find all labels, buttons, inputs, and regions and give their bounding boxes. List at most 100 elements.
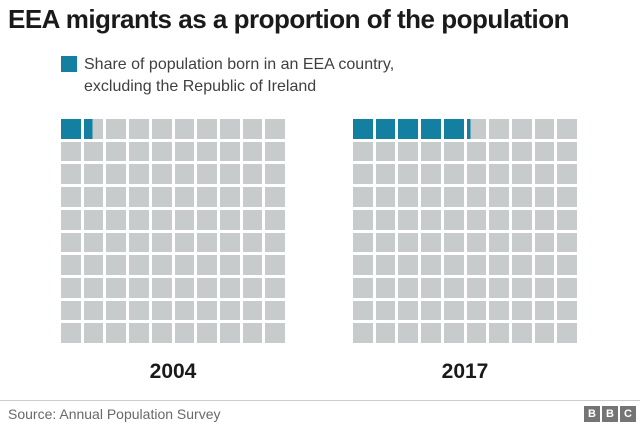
waffle-cell xyxy=(557,323,577,343)
waffle-cell xyxy=(557,255,577,275)
waffle-cell xyxy=(219,119,240,139)
waffle-chart-2017 xyxy=(353,119,577,343)
waffle-cell xyxy=(83,209,104,230)
waffle-cell xyxy=(421,187,441,207)
waffle-cell xyxy=(353,164,373,185)
waffle-cell xyxy=(106,119,127,139)
waffle-cell xyxy=(534,323,555,343)
waffle-cell xyxy=(242,141,263,162)
waffle-cell xyxy=(265,232,285,253)
waffle-cell xyxy=(534,141,555,162)
waffle-cell xyxy=(197,187,217,207)
waffle-cell xyxy=(129,187,149,207)
waffle-cell xyxy=(489,187,509,207)
waffle-cell xyxy=(265,187,285,207)
waffle-cell xyxy=(353,277,373,298)
waffle-cell xyxy=(398,300,419,321)
waffle-cell xyxy=(197,255,217,275)
waffle-cell xyxy=(197,277,217,298)
waffle-cell xyxy=(557,187,577,207)
waffle-cell xyxy=(398,187,419,207)
waffle-cell xyxy=(197,164,217,185)
waffle-cell xyxy=(151,277,172,298)
waffle-cell xyxy=(489,300,509,321)
waffle-cell xyxy=(151,300,172,321)
waffle-cell xyxy=(197,323,217,343)
waffle-cell xyxy=(398,119,419,139)
waffle-cell xyxy=(151,141,172,162)
waffle-cell xyxy=(242,323,263,343)
waffle-cell xyxy=(466,141,487,162)
waffle-cell xyxy=(106,164,127,185)
waffle-cell xyxy=(557,300,577,321)
waffle-cell xyxy=(489,141,509,162)
year-label-2017: 2017 xyxy=(441,360,489,383)
waffle-cell xyxy=(61,300,81,321)
waffle-cell xyxy=(265,119,285,139)
bbc-logo: B B C xyxy=(584,406,636,422)
waffle-cell xyxy=(61,209,81,230)
waffle-cell xyxy=(489,164,509,185)
waffle-cell xyxy=(83,141,104,162)
waffle-cell xyxy=(61,232,81,253)
waffle-cell xyxy=(83,232,104,253)
waffle-cell xyxy=(265,209,285,230)
waffle-cell xyxy=(466,323,487,343)
waffle-cell xyxy=(265,255,285,275)
waffle-cell xyxy=(557,119,577,139)
legend-swatch xyxy=(61,56,77,72)
waffle-cell xyxy=(534,277,555,298)
waffle-cell xyxy=(375,164,396,185)
waffle-cell xyxy=(534,164,555,185)
legend-label-line1: Share of population born in an EEA count… xyxy=(84,56,395,73)
waffle-cell xyxy=(242,255,263,275)
waffle-cell xyxy=(129,209,149,230)
waffle-cell xyxy=(151,232,172,253)
waffle-cell xyxy=(129,300,149,321)
waffle-cell xyxy=(466,255,487,275)
waffle-cell xyxy=(174,232,195,253)
waffle-cell xyxy=(61,187,81,207)
waffle-cell xyxy=(106,187,127,207)
waffle-cell xyxy=(219,187,240,207)
waffle-cell xyxy=(197,141,217,162)
year-label-2004: 2004 xyxy=(149,360,197,383)
waffle-cell xyxy=(151,209,172,230)
waffle-cell xyxy=(265,141,285,162)
legend: Share of population born in an EEA count… xyxy=(61,54,394,98)
waffle-cell xyxy=(353,232,373,253)
waffle-cell xyxy=(511,255,532,275)
bbc-logo-block-c: C xyxy=(620,406,636,422)
waffle-cell xyxy=(129,164,149,185)
waffle-cell xyxy=(489,277,509,298)
waffle-cell xyxy=(61,119,81,139)
waffle-cell xyxy=(151,187,172,207)
waffle-cell xyxy=(375,277,396,298)
waffle-cell xyxy=(174,164,195,185)
waffle-cell xyxy=(398,141,419,162)
waffle-cell xyxy=(174,255,195,275)
waffle-cell xyxy=(466,277,487,298)
waffle-cell xyxy=(421,164,441,185)
chart-title: EEA migrants as a proportion of the popu… xyxy=(8,4,570,34)
waffle-cell xyxy=(375,300,396,321)
waffle-cell xyxy=(466,300,487,321)
waffle-cell xyxy=(174,187,195,207)
bbc-logo-block-b2: B xyxy=(602,406,618,422)
waffle-cell xyxy=(443,255,464,275)
waffle-cell xyxy=(421,255,441,275)
bbc-logo-block-b1: B xyxy=(584,406,600,422)
waffle-cell xyxy=(489,323,509,343)
waffle-cell xyxy=(443,187,464,207)
waffle-cell xyxy=(421,323,441,343)
waffle-cell xyxy=(557,141,577,162)
waffle-cell xyxy=(557,164,577,185)
waffle-cell xyxy=(398,277,419,298)
waffle-cell xyxy=(443,164,464,185)
waffle-cell xyxy=(489,232,509,253)
waffle-cell xyxy=(174,119,195,139)
waffle-cell xyxy=(534,300,555,321)
waffle-cell xyxy=(265,164,285,185)
waffle-cell xyxy=(83,300,104,321)
